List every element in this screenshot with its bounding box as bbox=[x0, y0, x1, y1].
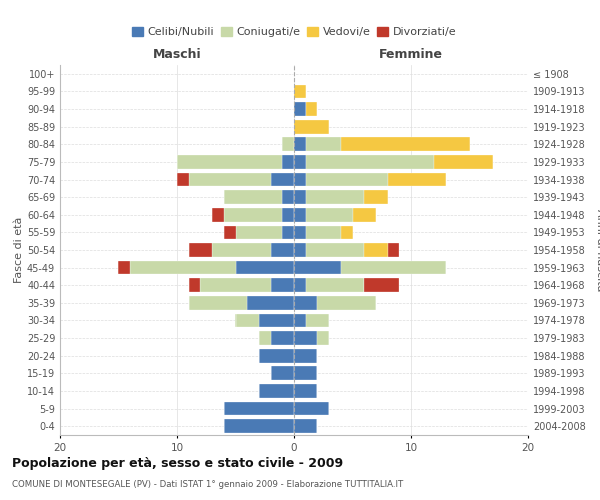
Bar bbox=[283, 226, 294, 239]
Bar bbox=[259, 314, 294, 328]
Bar bbox=[212, 243, 271, 257]
Bar bbox=[294, 120, 329, 134]
Bar bbox=[224, 226, 235, 239]
Bar bbox=[283, 138, 294, 151]
Bar bbox=[306, 155, 434, 169]
Bar bbox=[224, 190, 283, 204]
Bar bbox=[434, 155, 493, 169]
Bar bbox=[317, 296, 376, 310]
Bar bbox=[235, 226, 283, 239]
Bar bbox=[294, 366, 317, 380]
Bar bbox=[189, 172, 271, 186]
Bar bbox=[294, 190, 306, 204]
Bar bbox=[306, 314, 329, 328]
Bar bbox=[294, 172, 306, 186]
Text: Femmine: Femmine bbox=[379, 48, 443, 62]
Bar bbox=[212, 208, 224, 222]
Bar bbox=[294, 314, 306, 328]
Bar bbox=[294, 349, 317, 362]
Text: Maschi: Maschi bbox=[152, 48, 202, 62]
Bar bbox=[294, 226, 306, 239]
Bar bbox=[247, 296, 294, 310]
Bar bbox=[294, 84, 306, 98]
Bar bbox=[188, 278, 200, 292]
Bar bbox=[306, 208, 353, 222]
Bar bbox=[188, 243, 212, 257]
Bar bbox=[294, 420, 317, 433]
Bar bbox=[294, 296, 317, 310]
Bar bbox=[294, 102, 306, 116]
Bar bbox=[259, 349, 294, 362]
Bar bbox=[200, 278, 271, 292]
Y-axis label: Fasce di età: Fasce di età bbox=[14, 217, 24, 283]
Bar bbox=[118, 260, 130, 274]
Bar bbox=[188, 296, 247, 310]
Bar bbox=[294, 384, 317, 398]
Bar bbox=[306, 190, 364, 204]
Bar bbox=[364, 190, 388, 204]
Bar bbox=[177, 172, 188, 186]
Bar bbox=[283, 155, 294, 169]
Bar bbox=[283, 208, 294, 222]
Bar bbox=[294, 208, 306, 222]
Bar bbox=[388, 243, 400, 257]
Bar bbox=[259, 384, 294, 398]
Bar bbox=[235, 314, 259, 328]
Bar bbox=[177, 155, 283, 169]
Bar bbox=[306, 278, 364, 292]
Bar bbox=[271, 331, 294, 345]
Bar bbox=[306, 243, 364, 257]
Bar bbox=[341, 260, 446, 274]
Bar bbox=[294, 155, 306, 169]
Bar bbox=[388, 172, 446, 186]
Text: Popolazione per età, sesso e stato civile - 2009: Popolazione per età, sesso e stato civil… bbox=[12, 458, 343, 470]
Bar bbox=[130, 260, 235, 274]
Legend: Celibi/Nubili, Coniugati/e, Vedovi/e, Divorziati/e: Celibi/Nubili, Coniugati/e, Vedovi/e, Di… bbox=[127, 22, 461, 42]
Bar bbox=[364, 243, 388, 257]
Bar bbox=[224, 420, 294, 433]
Bar bbox=[341, 138, 470, 151]
Bar bbox=[294, 138, 306, 151]
Text: COMUNE DI MONTESEGALE (PV) - Dati ISTAT 1° gennaio 2009 - Elaborazione TUTTITALI: COMUNE DI MONTESEGALE (PV) - Dati ISTAT … bbox=[12, 480, 403, 489]
Bar bbox=[294, 402, 329, 415]
Bar bbox=[341, 226, 353, 239]
Bar bbox=[306, 102, 317, 116]
Bar bbox=[294, 331, 317, 345]
Bar bbox=[271, 172, 294, 186]
Bar bbox=[259, 331, 271, 345]
Bar bbox=[294, 278, 306, 292]
Bar bbox=[271, 278, 294, 292]
Bar bbox=[317, 331, 329, 345]
Bar bbox=[283, 190, 294, 204]
Bar bbox=[294, 260, 341, 274]
Y-axis label: Anni di nascita: Anni di nascita bbox=[595, 209, 600, 291]
Bar bbox=[224, 402, 294, 415]
Bar bbox=[294, 243, 306, 257]
Bar bbox=[271, 366, 294, 380]
Bar bbox=[364, 278, 400, 292]
Bar bbox=[353, 208, 376, 222]
Bar bbox=[306, 226, 341, 239]
Bar bbox=[306, 172, 388, 186]
Bar bbox=[271, 243, 294, 257]
Bar bbox=[224, 208, 283, 222]
Bar bbox=[235, 260, 294, 274]
Bar bbox=[306, 138, 341, 151]
